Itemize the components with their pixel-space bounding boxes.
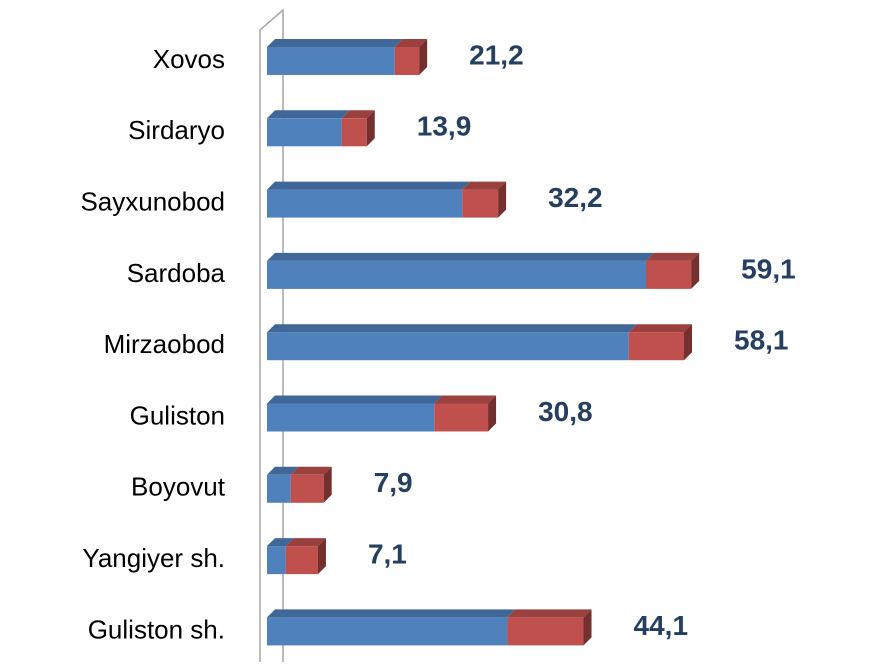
bar-top [290, 466, 332, 475]
bar-top [267, 110, 350, 119]
bar-front [462, 189, 499, 218]
bar-top [267, 39, 403, 47]
bar-segment [267, 324, 637, 361]
bar-segment [341, 110, 375, 147]
bar-front [394, 47, 420, 75]
bar-front [341, 118, 367, 147]
bar-segment [267, 39, 403, 75]
bar-side [691, 252, 700, 289]
bar-top [267, 181, 471, 190]
bar-top [267, 252, 654, 261]
bar-top [645, 252, 700, 261]
bar-top [267, 466, 299, 475]
bar-top [285, 538, 326, 547]
total-label: 13,9 [417, 111, 472, 142]
bar-top [267, 324, 637, 333]
bar-segment [267, 395, 443, 432]
bar-segment [267, 538, 294, 575]
bar-segment [267, 252, 654, 289]
bar-side [366, 110, 375, 147]
bar-segment [394, 39, 428, 75]
bar-front [628, 332, 685, 361]
bar-segment [290, 466, 332, 503]
bar-segment [462, 181, 507, 218]
bar-side [583, 609, 592, 646]
bar-top [267, 538, 294, 547]
bar-top [267, 395, 443, 404]
bar-front [267, 474, 291, 503]
bar-top [394, 39, 428, 47]
bar-front [267, 118, 342, 147]
bar-segment [645, 252, 700, 289]
bar-front [267, 546, 286, 575]
total-label: 59,1 [741, 253, 796, 284]
total-label: 7,9 [374, 467, 413, 498]
category-label: Sayxunobod [80, 186, 225, 216]
bar-front [507, 617, 584, 646]
bar-segment [267, 466, 299, 503]
category-label: Xovos [153, 44, 225, 74]
category-label: Boyovut [131, 472, 226, 502]
total-label: 30,8 [538, 396, 593, 427]
bar-front [267, 403, 435, 432]
bar-side [419, 39, 428, 75]
bar-front [267, 617, 508, 646]
bar-side [684, 324, 693, 361]
bar-side [498, 181, 507, 218]
total-label: 58,1 [734, 325, 789, 356]
total-label: 21,2 [469, 39, 523, 70]
bar-front [267, 260, 646, 289]
bar-front [267, 47, 395, 75]
category-label: Sardoba [127, 258, 226, 288]
bar-top [507, 609, 592, 618]
category-label: Sirdaryo [128, 115, 225, 145]
bar-segment [267, 181, 471, 218]
bar-top [434, 395, 497, 404]
bar-segment [628, 324, 693, 361]
total-label: 7,1 [368, 538, 407, 569]
bar-front [434, 403, 489, 432]
category-label: Guliston [130, 400, 225, 430]
category-label: Yangiyer sh. [82, 543, 225, 573]
bar-top [628, 324, 693, 333]
total-label: 32,2 [548, 182, 603, 213]
bar-front [285, 546, 318, 575]
bar-segment [285, 538, 326, 575]
bar-segment [267, 609, 516, 646]
total-label: 44,1 [634, 610, 689, 641]
bar-front [645, 260, 692, 289]
bar-top [341, 110, 375, 119]
bar-front [290, 474, 324, 503]
category-label: Guliston sh. [88, 614, 225, 644]
bar-side [488, 395, 497, 432]
bar-segment [434, 395, 497, 432]
bar-front [267, 332, 629, 361]
category-label: Mirzaobod [104, 329, 225, 359]
bar-front [267, 189, 463, 218]
bar-segment [507, 609, 592, 646]
bar-top [267, 609, 516, 618]
bar-side [317, 538, 326, 575]
bar-segment [267, 110, 350, 147]
bar-side [323, 466, 332, 503]
bar-top [462, 181, 507, 190]
